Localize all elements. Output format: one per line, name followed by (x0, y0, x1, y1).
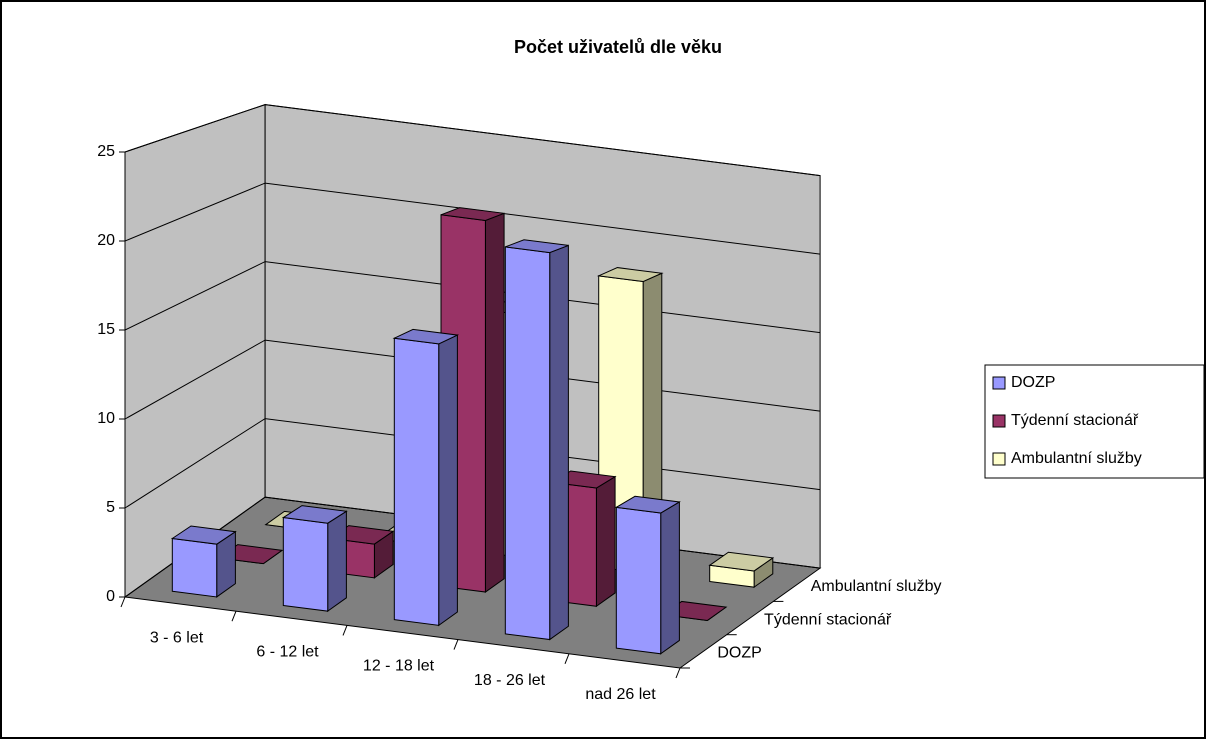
bar-side (660, 501, 680, 655)
legend-swatch (992, 376, 1006, 390)
depth-label: Týdenní stacionář (764, 611, 892, 628)
x-tick (564, 653, 570, 664)
x-tick-label: nad 26 let (585, 686, 656, 703)
legend-label: Ambulantní služby (1011, 450, 1142, 467)
depth-label: Ambulantní služby (811, 578, 942, 595)
x-tick-label: 6 - 12 let (256, 644, 319, 661)
legend-label: DOZP (1011, 374, 1055, 391)
y-tick-label: 25 (97, 143, 115, 160)
grid-line (124, 104, 821, 177)
y-tick-label: 0 (106, 588, 115, 605)
x-tick (453, 639, 459, 650)
x-tick (231, 611, 237, 622)
x-tick-label: 18 - 26 let (474, 672, 546, 689)
bar (281, 505, 348, 613)
bar-side (595, 475, 616, 608)
bar (708, 551, 775, 589)
bar-side (549, 244, 569, 641)
legend-swatch (992, 414, 1006, 428)
y-tick-label: 20 (97, 232, 115, 249)
bar-front (615, 506, 662, 655)
bar-top (170, 525, 237, 545)
bar-side (438, 334, 458, 627)
legend-swatch (992, 452, 1006, 466)
y-tick-label: 10 (97, 410, 115, 427)
bar (614, 495, 681, 655)
bar-front (504, 246, 551, 641)
bar (170, 525, 237, 598)
bar-front (171, 537, 218, 598)
bar-top (392, 328, 460, 345)
bar-front (282, 516, 329, 612)
bar-top (281, 505, 348, 524)
bar-front (393, 337, 440, 626)
legend-label: Týdenní stacionář (1011, 412, 1139, 429)
x-tick-label: 3 - 6 let (150, 629, 204, 646)
x-tick (342, 625, 348, 636)
chart-title: Počet uživatelů dle věku (514, 37, 722, 57)
bar (392, 328, 460, 627)
x-tick (120, 596, 126, 608)
x-tick-label: 12 - 18 let (363, 658, 435, 675)
grid-line (124, 182, 821, 255)
y-tick-label: 15 (97, 321, 115, 338)
bar-side (484, 212, 505, 594)
bar-top (505, 239, 569, 254)
legend-box (984, 364, 1205, 479)
bar-side (327, 510, 347, 613)
x-tick (675, 667, 681, 679)
bar-top (596, 267, 664, 283)
bar-top (614, 495, 681, 514)
bar-top (440, 207, 505, 221)
y-tick-label: 5 (106, 499, 115, 516)
depth-label: DOZP (717, 645, 761, 662)
bar (504, 239, 569, 641)
bar-top (708, 551, 775, 572)
